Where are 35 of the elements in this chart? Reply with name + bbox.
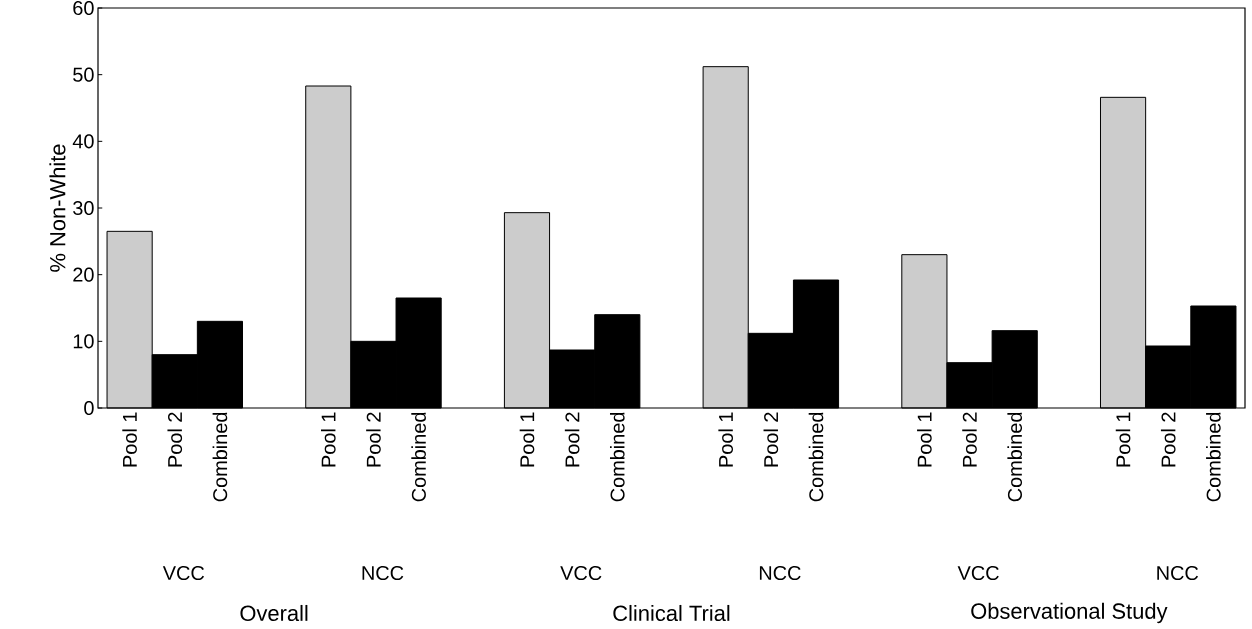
x-tick-label: Pool 1 — [917, 412, 932, 467]
x-tick-label: Combined — [609, 412, 625, 502]
text: NCC — [1157, 565, 1199, 581]
x-tick-label: Pool 1 — [320, 412, 336, 467]
y-tick-label: 30 — [73, 200, 94, 216]
x-tick-label: Pool 1 — [519, 412, 535, 467]
text: Overall — [240, 604, 308, 622]
x-tick-label: Pool 2 — [763, 412, 779, 467]
x-tick-label: Pool 2 — [564, 412, 580, 467]
y-tick-label: 50 — [73, 67, 94, 82]
text: Observational Study — [971, 602, 1168, 624]
text: VCC — [957, 565, 999, 581]
x-tick-label: Pool 2 — [1160, 412, 1176, 467]
x-tick-label: Pool 1 — [122, 412, 137, 467]
y-tick-label: 10 — [73, 334, 94, 349]
y-tick-label: 40 — [72, 134, 94, 149]
text: NCC — [362, 565, 404, 581]
x-tick-label: Combined — [1206, 412, 1221, 502]
x-tick-label: Pool 1 — [718, 412, 733, 467]
x-tick-label: Combined — [1007, 412, 1023, 502]
y-tick-label: 0 — [84, 400, 94, 416]
text: NCC — [759, 565, 801, 581]
x-tick-label: Pool 2 — [167, 412, 183, 467]
x-tick-label: Combined — [212, 412, 228, 502]
x-tick-label: Pool 1 — [1115, 412, 1131, 467]
x-tick-label: Combined — [411, 412, 426, 502]
y-tick-label: 60 — [73, 0, 94, 16]
text: VCC — [162, 565, 205, 581]
y-axis-title: % Non-White — [49, 144, 66, 272]
x-tick-label: Pool 2 — [962, 412, 977, 467]
text: Clinical Trial — [613, 604, 730, 622]
x-tick-label: Combined — [808, 412, 824, 502]
text: VCC — [560, 565, 602, 581]
y-tick-label: 20 — [73, 267, 94, 282]
x-tick-label: Pool 2 — [366, 412, 381, 467]
